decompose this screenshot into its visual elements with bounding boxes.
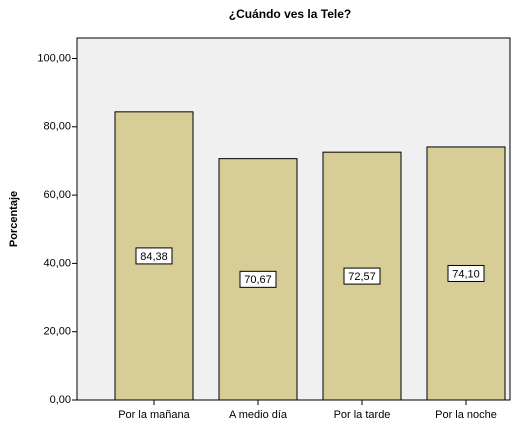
y-tick-label: 80,00: [43, 121, 71, 133]
chart-title: ¿Cuándo ves la Tele?: [229, 7, 351, 21]
value-label-box: [135, 247, 173, 265]
value-label: 84,38: [140, 251, 168, 263]
y-tick-label: 0,00: [50, 394, 71, 406]
x-tick-label: Por la mañana: [118, 409, 190, 421]
value-label-box: [447, 264, 485, 282]
x-tick-label: Por la tarde: [334, 409, 391, 421]
y-tick-label: 20,00: [43, 326, 71, 338]
y-axis-label: Porcentaje: [8, 191, 20, 247]
value-label: 70,67: [244, 274, 272, 286]
value-label: 72,57: [348, 271, 376, 283]
value-label-box: [343, 267, 381, 285]
value-label: 74,10: [452, 268, 480, 280]
y-tick-label: 60,00: [43, 189, 71, 201]
x-tick-label: Por la noche: [435, 409, 497, 421]
y-tick-label: 100,00: [37, 52, 71, 64]
value-label-box: [239, 270, 277, 288]
x-tick-label: A medio día: [229, 409, 288, 421]
y-tick-label: 40,00: [43, 257, 71, 269]
